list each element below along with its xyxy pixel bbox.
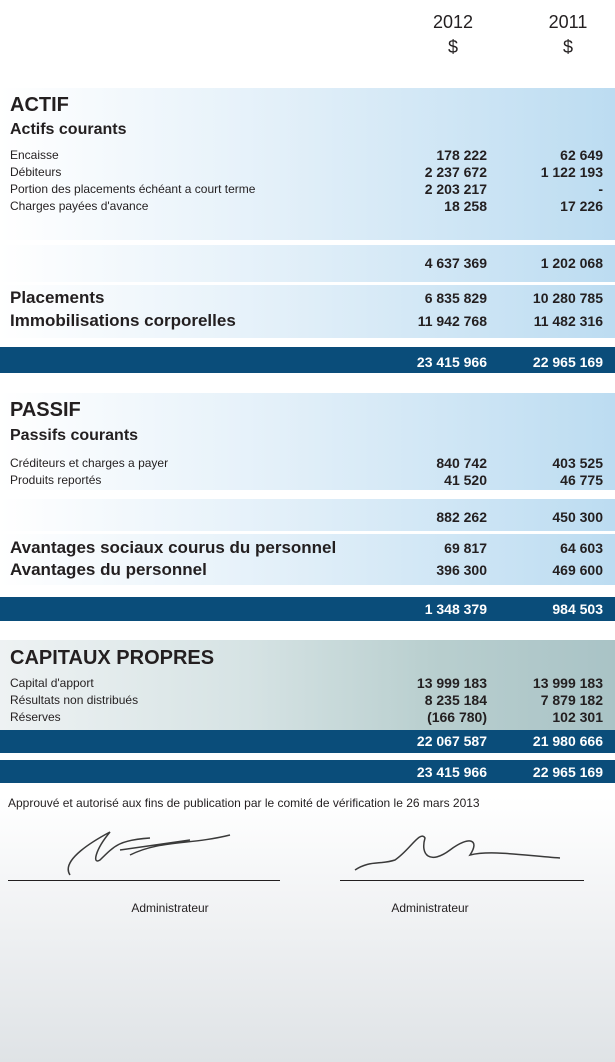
signature-caption: Administrateur xyxy=(110,898,230,918)
amount: 41 520 xyxy=(444,470,487,490)
amount: 22 965 169 xyxy=(533,762,603,782)
major-row-label: Placements xyxy=(10,288,105,308)
year: 2012 xyxy=(423,12,483,32)
section-title: ACTIF xyxy=(10,95,69,115)
amount: 10 280 785 xyxy=(533,288,603,308)
signature-line xyxy=(8,880,280,881)
amount: 21 980 666 xyxy=(533,731,603,751)
signature-line xyxy=(340,880,584,881)
amount: 469 600 xyxy=(552,560,603,580)
amount: 18 258 xyxy=(444,196,487,216)
amount: 1 122 193 xyxy=(541,162,603,182)
amount: 6 835 829 xyxy=(425,288,487,308)
section-subtitle: Passifs courants xyxy=(10,426,138,446)
total-bar xyxy=(0,347,615,373)
section-title: CAPITAUX PROPRES xyxy=(10,648,214,668)
currency: $ xyxy=(538,37,598,57)
amount: 11 942 768 xyxy=(418,311,487,331)
major-row-label: Avantages du personnel xyxy=(10,560,207,580)
amount: 102 301 xyxy=(552,707,603,727)
amount: 11 482 316 xyxy=(534,311,603,331)
amount: 22 965 169 xyxy=(533,352,603,372)
total-bar xyxy=(0,730,615,753)
amount: 23 415 966 xyxy=(417,762,487,782)
amount: 22 067 587 xyxy=(417,731,487,751)
signature-caption: Administrateur xyxy=(370,898,490,918)
amount: 1 202 068 xyxy=(541,253,603,273)
amount: 46 775 xyxy=(560,470,603,490)
band xyxy=(0,245,615,282)
section-subtitle: Actifs courants xyxy=(10,120,126,140)
signature xyxy=(355,836,560,870)
row-label: Produits reportés xyxy=(10,470,101,490)
amount: 64 603 xyxy=(560,538,603,558)
row-label: Charges payées d'avance xyxy=(10,196,148,216)
amount: 396 300 xyxy=(436,560,487,580)
amount: 17 226 xyxy=(560,196,603,216)
major-row-label: Avantages sociaux courus du personnel xyxy=(10,538,336,558)
amount: 4 637 369 xyxy=(425,253,487,273)
row-label: Réserves xyxy=(10,707,61,727)
currency: $ xyxy=(423,37,483,57)
total-bar xyxy=(0,760,615,783)
major-row-label: Immobilisations corporelles xyxy=(10,311,236,331)
signature xyxy=(68,832,230,875)
approval-note: Approuvé et autorisé aux fins de publica… xyxy=(8,793,480,813)
amount: 984 503 xyxy=(552,599,603,619)
section-title: PASSIF xyxy=(10,400,81,420)
year: 2011 xyxy=(538,12,598,32)
amount: 1 348 379 xyxy=(425,599,487,619)
amount: 69 817 xyxy=(444,538,487,558)
band xyxy=(0,499,615,531)
amount: 882 262 xyxy=(436,507,487,527)
total-bar xyxy=(0,597,615,621)
band xyxy=(0,88,615,240)
statement-page: 2012$2011$ACTIFActifs courantsEncaisse17… xyxy=(0,0,615,1062)
amount: (166 780) xyxy=(427,707,487,727)
amount: 450 300 xyxy=(552,507,603,527)
amount: 23 415 966 xyxy=(417,352,487,372)
